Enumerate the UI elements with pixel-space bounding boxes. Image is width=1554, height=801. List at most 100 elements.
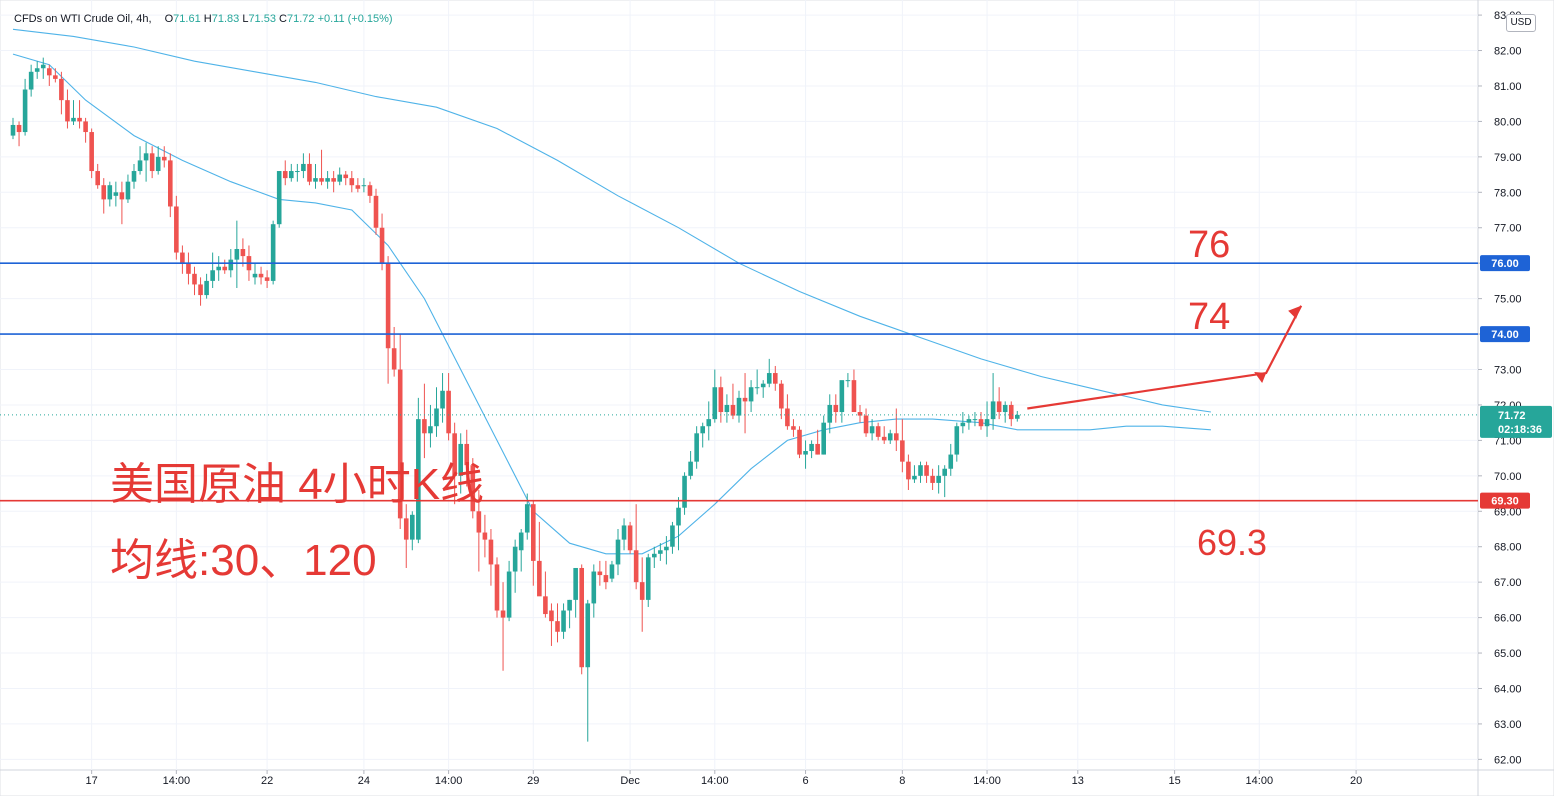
level-tag-text-69.30: 69.30 [1491, 496, 1519, 508]
candle-body [186, 263, 191, 274]
candle-body [537, 560, 542, 597]
candle-body [161, 156, 167, 161]
candle-body [906, 461, 911, 480]
candle-body [972, 419, 978, 421]
candle-body [736, 397, 742, 416]
last-price-value: 71.72 [1498, 410, 1526, 422]
candle-body [446, 390, 451, 434]
candle-body [700, 426, 705, 434]
candle-body [936, 475, 941, 483]
candle-body [264, 277, 270, 281]
candle-body [458, 443, 463, 476]
high-value: 71.83 [211, 13, 240, 25]
candle-body [95, 171, 100, 186]
candle-body [228, 259, 234, 271]
candle-body [948, 454, 954, 469]
candle-body [500, 610, 506, 618]
candle-body [930, 475, 935, 483]
candle-body [579, 567, 584, 668]
candle-body [403, 518, 409, 540]
symbol-label: CFDs on WTI Crude Oil, 4h, [14, 13, 152, 25]
x-tick-label: 13 [1072, 775, 1084, 787]
candle-body [724, 404, 730, 413]
last-price-tag [1480, 405, 1552, 438]
x-tick-label: 14:00 [1246, 775, 1274, 787]
candle-body [524, 504, 530, 533]
y-tick-label: 71.00 [1494, 435, 1522, 447]
candle-body [742, 397, 748, 402]
candle-body [410, 514, 415, 540]
candle-body [355, 185, 361, 189]
candle-body [101, 185, 107, 200]
candle-body [301, 163, 306, 172]
candle-body [289, 171, 294, 179]
y-tick-label: 70.00 [1494, 471, 1522, 483]
bar-countdown: 02:18:36 [1498, 424, 1542, 436]
close-value: 71.72 [286, 13, 315, 25]
y-tick-label: 73.00 [1494, 365, 1522, 377]
annotation-69-3: 69.3 [1197, 522, 1268, 563]
chart-annotation-title: 美国原油 4小时K线 [110, 460, 485, 509]
candle-body [59, 78, 64, 101]
candle-body [803, 451, 808, 455]
candle-body [627, 525, 633, 551]
candle-body [452, 433, 457, 476]
candle-body [391, 348, 397, 370]
candle-body [912, 475, 917, 480]
candle-body [385, 263, 391, 349]
y-tick-label: 64.00 [1494, 683, 1522, 695]
candle-body [149, 153, 155, 172]
x-tick-label: 20 [1350, 775, 1362, 787]
annotation-76: 76 [1188, 224, 1231, 266]
currency-button[interactable]: USD [1506, 14, 1536, 32]
change-value: +0.11 (+0.15%) [317, 13, 393, 25]
candle-body [996, 401, 1002, 413]
candle-body [295, 171, 300, 173]
ma120-line [12, 28, 1211, 413]
candle-body [379, 227, 385, 264]
y-tick-label: 63.00 [1494, 719, 1522, 731]
candle-body [216, 266, 221, 271]
candle-body [234, 249, 240, 260]
x-tick-label: 14:00 [973, 775, 1001, 787]
candle-body [881, 436, 887, 441]
y-tick-label: 67.00 [1494, 577, 1522, 589]
candle-body [1002, 404, 1008, 413]
candle-body [482, 532, 488, 540]
candle-body [815, 443, 820, 455]
candle-body [113, 192, 119, 196]
candle-body [506, 571, 512, 618]
candle-body [89, 132, 94, 172]
level-tag-text-74.00: 74.00 [1491, 329, 1519, 341]
candle-body [869, 426, 875, 434]
candle-body [791, 426, 796, 430]
x-tick-label: 24 [358, 775, 370, 787]
candle-body [77, 117, 82, 122]
candle-body [676, 507, 681, 526]
candle-body [639, 582, 645, 600]
candle-body [633, 550, 639, 583]
y-tick-label: 77.00 [1494, 223, 1522, 235]
candle-body [984, 419, 990, 427]
candle-body [561, 610, 566, 632]
candle-body [779, 383, 784, 409]
candle-body [131, 171, 137, 182]
candle-body [258, 273, 264, 278]
candle-body [494, 564, 500, 611]
candle-body [325, 178, 330, 182]
candle-body [857, 412, 863, 416]
candle-body [597, 571, 603, 576]
candle-body [773, 373, 778, 384]
candle-body [270, 224, 276, 281]
candle-body [863, 415, 869, 434]
candle-body [198, 284, 203, 296]
candle-body [730, 404, 736, 416]
candle-body [827, 404, 833, 423]
candle-body [567, 599, 572, 611]
candle-body [573, 567, 578, 600]
candle-body [53, 75, 58, 79]
candle-body [978, 419, 984, 427]
x-tick-label: 8 [899, 775, 905, 787]
